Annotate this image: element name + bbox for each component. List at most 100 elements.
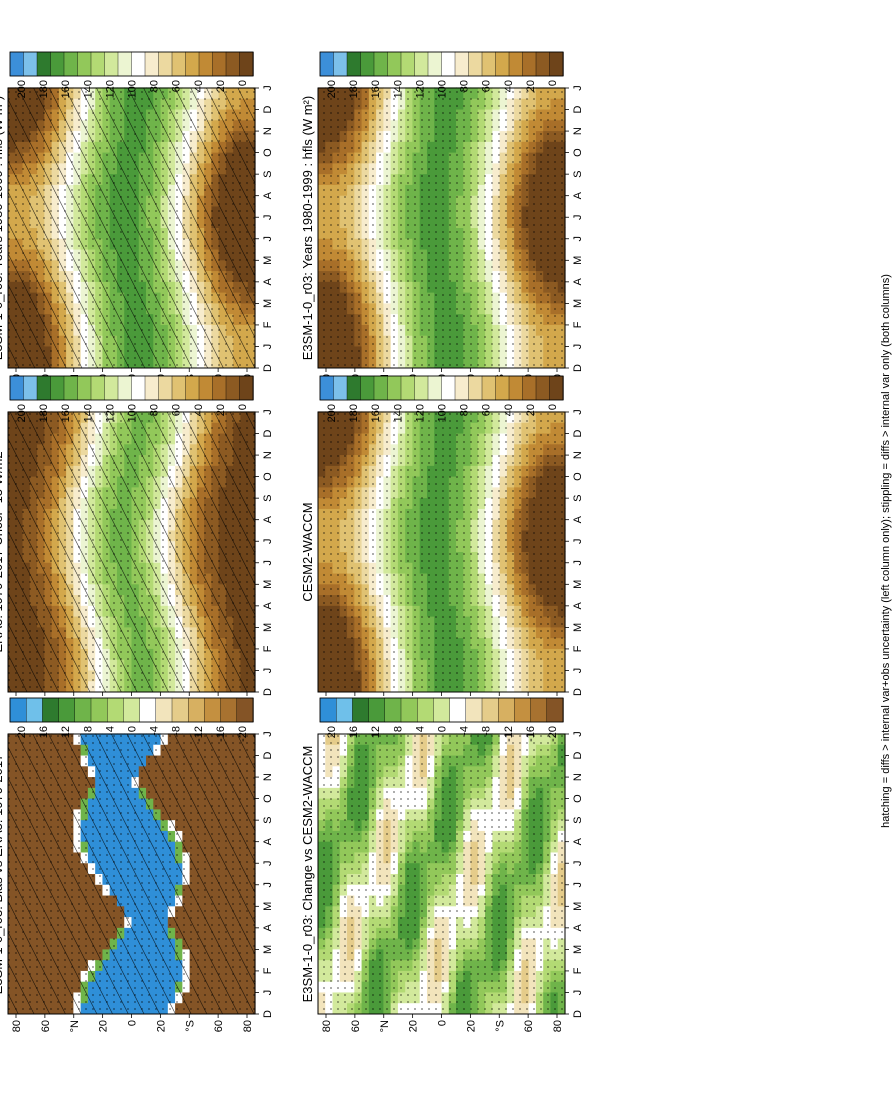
x-tick-label: J	[572, 538, 584, 544]
colorbar-cell	[90, 375, 106, 401]
x-tick-label: J	[262, 990, 274, 996]
colorbar-cell	[139, 697, 157, 723]
colorbar-cell	[58, 697, 76, 723]
y-tick-label: 0	[437, 1020, 449, 1026]
colorbar-cell	[465, 697, 483, 723]
colorbar-cell	[90, 697, 108, 723]
colorbar-tick-label: 12	[60, 726, 72, 738]
colorbar-cell	[185, 375, 200, 401]
colorbar-tick-label: -8	[481, 726, 493, 736]
panel-bottom-left: E3SM-1-0_r03: Bias vs ERA5: 1979-2017 D J F…	[0, 697, 274, 1032]
colorbar-cell	[319, 51, 335, 77]
x-tick-label: J	[572, 236, 584, 242]
x-tick-label: S	[572, 494, 584, 501]
colorbar-cell	[481, 51, 497, 77]
colorbar-tick-label: 140	[392, 404, 404, 422]
x-tick-label: D	[572, 1010, 584, 1018]
colorbar-tick-label: 20	[215, 80, 227, 92]
colorbar-cell	[346, 51, 362, 77]
x-tick-label: J	[262, 538, 274, 544]
colorbar-cell	[171, 697, 189, 723]
colorbar-tick-label: 40	[193, 80, 205, 92]
x-tick-label: J	[262, 731, 274, 737]
x-tick-label: A	[262, 278, 274, 286]
colorbar-tick-label: 120	[414, 404, 426, 422]
x-tick-label: O	[262, 794, 274, 803]
colorbar-cell	[198, 375, 214, 401]
colorbar-tick-label: 80	[149, 404, 161, 416]
colorbar-cell	[9, 51, 25, 77]
colorbar-cell	[454, 51, 470, 77]
colorbar: 200 180 160 140 120 100 80 60 40 20 0	[9, 375, 254, 422]
colorbar-cell	[449, 697, 467, 723]
colorbar-cell	[481, 375, 497, 401]
colorbar-cell	[468, 375, 483, 401]
colorbar-cell	[373, 51, 389, 77]
colorbar-cell	[123, 697, 141, 723]
x-tick-label: J	[262, 85, 274, 91]
y-tick-label: 60	[523, 1020, 535, 1032]
colorbar-cell	[63, 375, 79, 401]
x-tick-label: D	[572, 430, 584, 438]
colorbar-cell	[400, 375, 416, 401]
x-tick-label: J	[572, 668, 584, 674]
colorbar-cell	[117, 51, 133, 77]
colorbar-cell	[36, 51, 52, 77]
colorbar-cell	[198, 51, 214, 77]
x-tick-label: S	[572, 816, 584, 823]
colorbar-cell	[131, 375, 146, 401]
x-tick-label: N	[262, 127, 274, 135]
colorbar-cell	[468, 51, 483, 77]
x-tick-label: D	[262, 688, 274, 696]
y-tick-label: 0	[127, 1020, 139, 1026]
x-tick-label: A	[572, 602, 584, 610]
colorbar-tick-label: 0	[547, 404, 559, 410]
colorbar-cell	[495, 51, 510, 77]
colorbar-tick-label: 20	[326, 726, 338, 738]
colorbar-cell	[158, 375, 173, 401]
x-tick-label: D	[262, 106, 274, 114]
y-tick-label: 80	[321, 1020, 333, 1032]
colorbar-tick-label: 0	[437, 726, 449, 732]
colorbar-cell	[239, 51, 254, 77]
x-tick-label: D	[572, 364, 584, 372]
x-tick-label: A	[572, 191, 584, 199]
y-tick-label: °N	[69, 1020, 81, 1032]
x-tick-label: M	[572, 299, 584, 308]
colorbar-tick-label: 160	[370, 404, 382, 422]
colorbar-cell	[549, 375, 564, 401]
colorbar-tick-label: 160	[370, 80, 382, 98]
colorbar-tick-label: 20	[16, 726, 28, 738]
colorbar-tick-label: 80	[459, 80, 471, 92]
y-tick-label: °N	[379, 1020, 391, 1032]
colorbar-tick-label: 180	[38, 404, 50, 422]
x-tick-label: D	[262, 364, 274, 372]
colorbar-cell	[360, 375, 375, 401]
colorbar-cell	[158, 51, 173, 77]
panel-title: E3SM-1-0_r03: Years 1980-1999 : hfls (W …	[0, 96, 5, 360]
y-tick-label: 80	[552, 1020, 564, 1032]
x-tick-label: J	[572, 860, 584, 866]
x-tick-label: A	[572, 837, 584, 845]
colorbar-tick-label: 200	[326, 404, 338, 422]
x-tick-label: F	[572, 321, 584, 328]
colorbar-cell	[90, 51, 106, 77]
colorbar: 200 180 160 140 120 100 80 60 40 20 0	[9, 51, 254, 98]
colorbar-tick-label: 16	[38, 726, 50, 738]
panel-top-right: E3SM-1-0_r03: Years 1980-1999 : hfls (W …	[300, 51, 584, 386]
y-tick-label: 20	[155, 1020, 167, 1032]
colorbar-cell	[441, 375, 456, 401]
colorbar-tick-label: 160	[60, 404, 72, 422]
x-tick-label: J	[572, 85, 584, 91]
colorbar-tick-label: 0	[237, 404, 249, 410]
panel-title: ERA5: 1979-2017 Uncer=15 W/m2	[0, 451, 5, 652]
panel-top-left: E3SM-1-0_r03: Years 1980-1999 : hfls (W …	[0, 51, 274, 386]
x-tick-label: M	[262, 902, 274, 911]
colorbar-tick-label: 100	[437, 404, 449, 422]
x-tick-label: A	[262, 191, 274, 199]
x-tick-label: J	[262, 882, 274, 888]
colorbar-cell	[400, 51, 416, 77]
x-tick-label: O	[262, 472, 274, 481]
x-tick-label: D	[262, 752, 274, 760]
